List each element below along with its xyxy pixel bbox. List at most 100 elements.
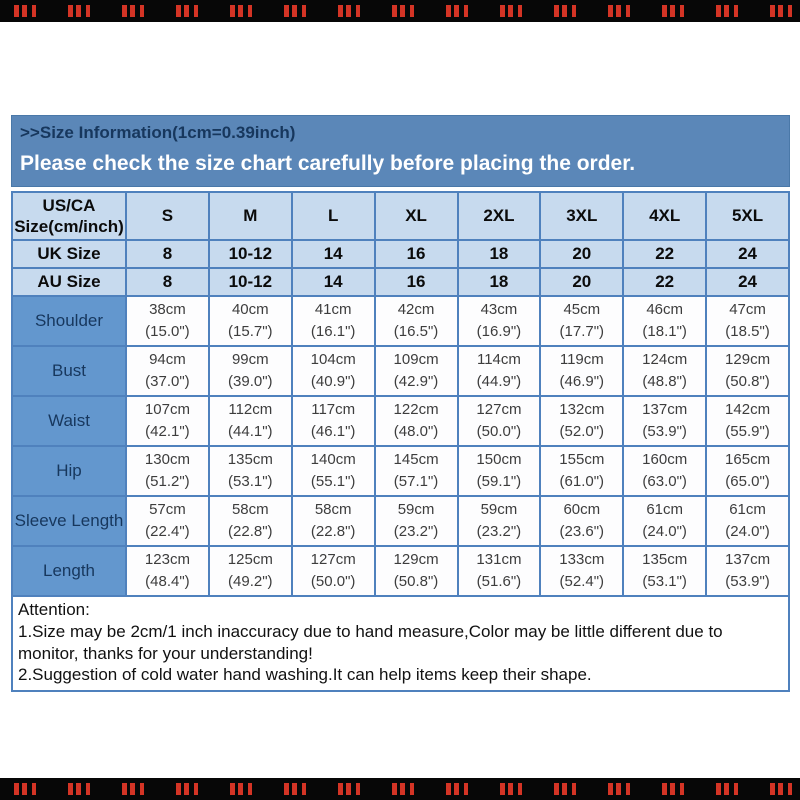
measurement-inch: (53.9") <box>642 423 687 441</box>
measurement-cm: 155cm <box>559 451 605 469</box>
corner-header-cell: US/CA Size(cm/inch) <box>11 191 127 242</box>
measurement-inch: (17.7") <box>559 323 605 341</box>
measurement-cm: 131cm <box>476 551 522 569</box>
measurement-cm: 124cm <box>642 351 688 369</box>
size-value-cell: 22 <box>622 267 708 298</box>
size-value-cell: 14 <box>290 267 376 298</box>
corner-header-line2: Size(cm/inch) <box>14 217 124 237</box>
table-header-row: US/CA Size(cm/inch) S M L XL 2XL 3XL 4XL 5XL <box>11 191 790 242</box>
attention-heading: Attention: <box>18 600 90 620</box>
watermark-strip-top <box>0 0 800 22</box>
measurement-cell: 112cm (44.1") <box>207 395 293 448</box>
measurement-cell: 127cm (50.0") <box>290 545 376 598</box>
measurement-cell: 107cm (42.1") <box>125 395 210 448</box>
watermark-strip-bottom <box>0 778 800 800</box>
measurement-row-label: Waist <box>11 395 127 448</box>
measurement-cell: 119cm (46.9") <box>539 345 625 398</box>
measurement-cell: 109cm (42.9") <box>373 345 459 398</box>
measurement-cell: 140cm (55.1") <box>290 445 376 498</box>
measurement-inch: (48.0") <box>393 423 439 441</box>
size-chart-panel: >>Size Information(1cm=0.39inch) Please … <box>11 115 790 693</box>
measurement-cell: 94cm (37.0") <box>125 345 210 398</box>
measurement-cm: 140cm <box>310 451 356 469</box>
measurement-cm: 40cm <box>231 301 269 319</box>
measurement-inch: (53.1") <box>228 473 273 491</box>
measurement-inch: (18.1") <box>642 323 687 341</box>
measurement-cell: 58cm (22.8") <box>290 495 376 548</box>
measurement-cell: 114cm (44.9") <box>456 345 542 398</box>
measurement-inch: (55.1") <box>310 473 356 491</box>
measurement-cm: 127cm <box>476 401 522 419</box>
measurement-inch: (39.0") <box>228 373 273 391</box>
measurement-inch: (61.0") <box>559 473 605 491</box>
measurement-cm: 130cm <box>144 451 190 469</box>
measurement-cell: 59cm (23.2") <box>456 495 542 548</box>
measurement-inch: (48.8") <box>642 373 687 391</box>
measurement-cm: 142cm <box>725 401 771 419</box>
measurement-row-label: Shoulder <box>11 295 127 348</box>
measurement-inch: (42.1") <box>145 423 190 441</box>
measurement-inch: (15.7") <box>228 323 273 341</box>
measurement-cell: 150cm (59.1") <box>456 445 542 498</box>
size-column-header: 3XL <box>539 191 625 242</box>
measurement-cell: 99cm (39.0") <box>207 345 293 398</box>
measurement-inch: (52.0") <box>559 423 605 441</box>
measurement-cm: 150cm <box>476 451 522 469</box>
measurement-inch: (50.0") <box>476 423 522 441</box>
table-row: AU Size 8 10-12 14 16 18 20 22 24 <box>11 267 790 298</box>
measurement-inch: (24.0") <box>725 523 770 541</box>
size-value-cell: 10-12 <box>207 239 293 270</box>
measurement-inch: (53.9") <box>725 573 770 591</box>
measurement-inch: (57.1") <box>393 473 439 491</box>
measurement-cell: 125cm (49.2") <box>207 545 293 598</box>
measurement-cell: 123cm (48.4") <box>125 545 210 598</box>
measurement-inch: (18.5") <box>725 323 770 341</box>
measurement-cell: 165cm (65.0") <box>705 445 790 498</box>
measurement-cm: 61cm <box>729 501 766 519</box>
size-column-header: 5XL <box>705 191 790 242</box>
measurement-cell: 133cm (52.4") <box>539 545 625 598</box>
size-value-cell: 20 <box>539 267 625 298</box>
measurement-inch: (50.0") <box>310 573 356 591</box>
measurement-cm: 61cm <box>646 501 684 519</box>
measurement-cell: 142cm (55.9") <box>705 395 790 448</box>
measurement-inch: (16.1") <box>310 323 356 341</box>
measurement-cm: 160cm <box>642 451 688 469</box>
measurement-cm: 107cm <box>144 401 190 419</box>
measurement-row-label: Length <box>11 545 127 598</box>
attention-line-2: 2.Suggestion of cold water hand washing.… <box>18 665 592 685</box>
measurement-inch: (22.8") <box>228 523 273 541</box>
table-row: UK Size 8 10-12 14 16 18 20 22 24 <box>11 239 790 270</box>
measurement-inch: (50.8") <box>393 573 439 591</box>
measurement-cm: 122cm <box>393 401 439 419</box>
measurement-cell: 117cm (46.1") <box>290 395 376 448</box>
info-banner: >>Size Information(1cm=0.39inch) Please … <box>11 115 790 188</box>
measurement-inch: (24.0") <box>642 523 687 541</box>
measurement-cm: 123cm <box>144 551 190 569</box>
measurement-cm: 43cm <box>480 301 518 319</box>
measurement-cm: 41cm <box>314 301 352 319</box>
size-value-cell: 22 <box>622 239 708 270</box>
measurement-cell: 132cm (52.0") <box>539 395 625 448</box>
measurement-cm: 109cm <box>393 351 439 369</box>
measurement-cm: 125cm <box>227 551 273 569</box>
measurement-cell: 155cm (61.0") <box>539 445 625 498</box>
measurement-cell: 135cm (53.1") <box>622 545 708 598</box>
measurement-inch: (44.1") <box>228 423 273 441</box>
size-column-header: M <box>207 191 293 242</box>
size-information-title: >>Size Information(1cm=0.39inch) <box>20 123 296 142</box>
measurement-cm: 94cm <box>149 351 186 369</box>
size-row-label: AU Size <box>11 267 127 298</box>
measurement-cell: 122cm (48.0") <box>373 395 459 448</box>
measurement-cell: 47cm (18.5") <box>705 295 790 348</box>
measurement-cm: 38cm <box>149 301 186 319</box>
measurement-cm: 58cm <box>231 501 269 519</box>
measurement-cm: 45cm <box>563 301 601 319</box>
measurement-inch: (40.9") <box>310 373 356 391</box>
table-row: Waist 107cm (42.1") 112cm (44.1") 117cm (46.1"… <box>11 395 790 448</box>
measurement-row-label: Sleeve Length <box>11 495 127 548</box>
size-value-cell: 20 <box>539 239 625 270</box>
size-table-body: US/CA Size(cm/inch) S M L XL 2XL 3XL 4XL 5XL UK Si… <box>11 191 790 598</box>
measurement-inch: (59.1") <box>476 473 522 491</box>
measurement-inch: (22.4") <box>145 523 190 541</box>
